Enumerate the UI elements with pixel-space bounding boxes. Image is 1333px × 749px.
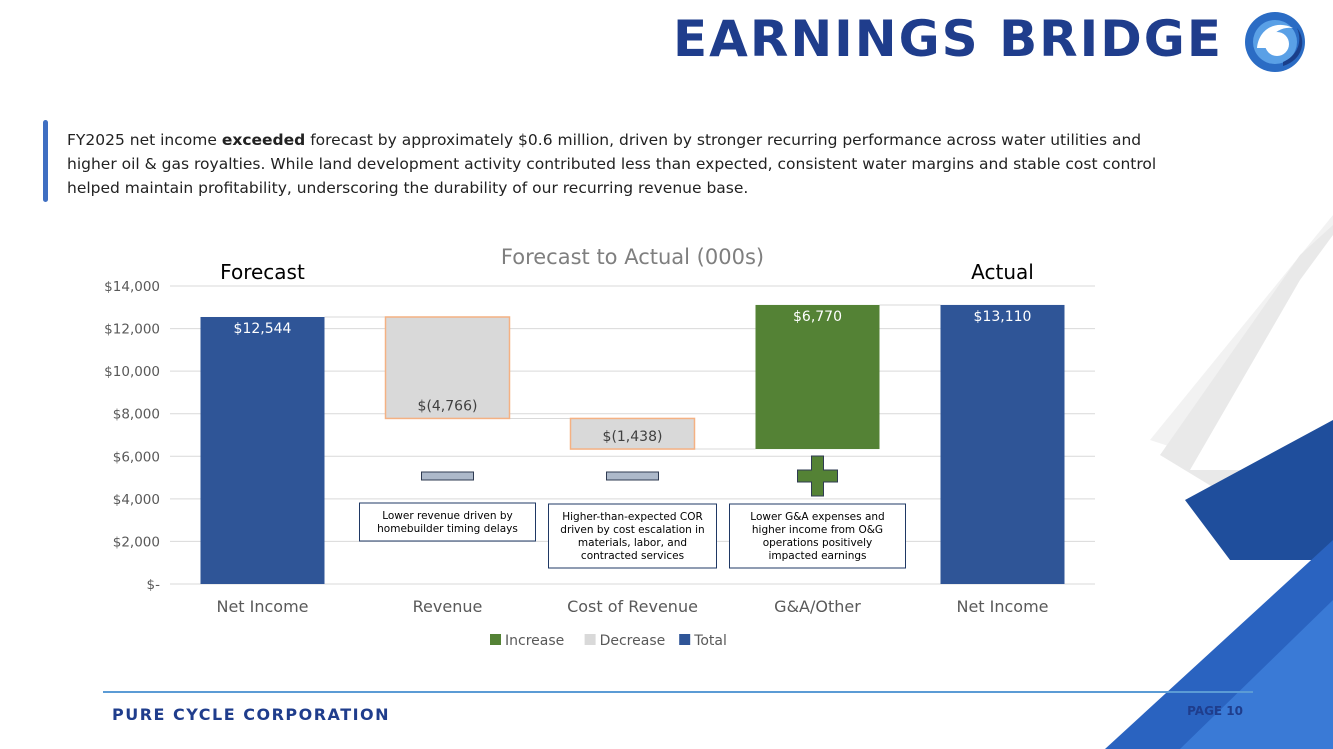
forecast-label: Forecast (220, 260, 305, 284)
decrease-bar (384, 316, 511, 420)
minus-icon (421, 471, 474, 481)
summary-text-start: FY2025 net income (67, 131, 222, 149)
decrease-bar (569, 417, 696, 450)
company-logo (1245, 12, 1305, 72)
y-tick-label: $4,000 (113, 492, 160, 508)
legend-label: Decrease (600, 633, 666, 649)
company-name: PURE CYCLE CORPORATION (112, 705, 391, 724)
annotation-text: Lower G&A expenses and (750, 511, 884, 523)
bar-value-label: $12,544 (234, 321, 292, 337)
y-tick-label: $2,000 (113, 534, 160, 550)
legend-swatch (584, 634, 596, 645)
y-tick-label: $8,000 (113, 407, 160, 423)
annotation-text: driven by cost escalation in (560, 524, 704, 536)
summary-paragraph: FY2025 net income exceeded forecast by a… (67, 128, 1187, 200)
slide-title: EARNINGS BRIDGE (672, 10, 1223, 68)
annotation-text: contracted services (581, 550, 684, 562)
summary-emphasis: exceeded (221, 131, 306, 149)
annotation-box (548, 503, 717, 569)
minus-icon (606, 471, 659, 481)
annotation-text: Higher-than-expected COR (562, 511, 703, 523)
summary-text-end: forecast by approximately $0.6 million, … (67, 131, 1157, 197)
legend-swatch (490, 634, 501, 645)
total-bar (200, 316, 325, 584)
y-tick-label: $6,000 (113, 449, 160, 465)
annotation-text: homebuilder timing delays (377, 523, 518, 535)
footer-divider (103, 691, 1253, 693)
x-tick-label: G&A/Other (774, 597, 861, 616)
legend-swatch (679, 634, 691, 645)
actual-label: Actual (971, 260, 1034, 284)
annotation-text: impacted earnings (769, 550, 867, 562)
annotation-text: higher income from O&G (752, 524, 883, 536)
y-tick-label: $10,000 (104, 364, 160, 380)
annotation-text: operations positively (763, 537, 873, 549)
bar-value-label: $13,110 (974, 309, 1032, 325)
accent-bar (43, 120, 48, 202)
x-tick-label: Net Income (216, 597, 308, 616)
x-tick-label: Revenue (413, 597, 483, 616)
chart-title: Forecast to Actual (000s) (501, 245, 764, 269)
x-tick-label: Cost of Revenue (567, 597, 698, 616)
bar-value-label: $(4,766) (418, 398, 478, 414)
y-tick-label: $14,000 (104, 279, 160, 295)
plus-icon (797, 455, 838, 497)
annotation-box (729, 503, 906, 569)
legend-label: Increase (505, 633, 564, 649)
y-tick-label: $- (147, 577, 161, 593)
annotation-box (359, 502, 536, 542)
page-number: PAGE 10 (1187, 704, 1243, 718)
annotation-text: Lower revenue driven by (382, 510, 513, 522)
annotation-text: materials, labor, and (578, 537, 687, 549)
increase-bar (755, 304, 880, 450)
y-tick-label: $12,000 (104, 322, 160, 338)
bar-value-label: $(1,438) (603, 429, 663, 445)
bar-value-label: $6,770 (793, 309, 842, 325)
legend-label: Total (693, 633, 727, 649)
total-bar (940, 304, 1065, 584)
x-tick-label: Net Income (956, 597, 1048, 616)
